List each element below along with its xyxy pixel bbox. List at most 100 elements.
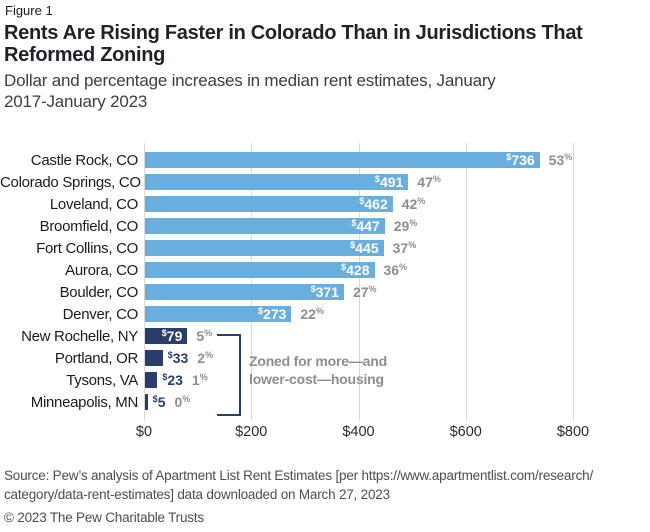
bar-area: $428 36% bbox=[145, 259, 407, 281]
dollar-value-label: $736 bbox=[506, 152, 535, 168]
category-label: Portland, OR bbox=[54, 349, 138, 367]
percent-value-label: 36% bbox=[383, 262, 408, 278]
percent-value-label: 0% bbox=[174, 394, 191, 410]
x-axis-tick-label: $600 bbox=[449, 424, 482, 440]
category-label: Loveland, CO bbox=[49, 195, 138, 213]
category-label: Denver, CO bbox=[62, 305, 139, 323]
gridline bbox=[144, 143, 145, 421]
chart-title-line1: Rents Are Rising Faster in Colorado Than… bbox=[4, 22, 583, 44]
bar-area: $33 2% bbox=[145, 347, 213, 369]
dollar-value-label: $5 bbox=[152, 394, 166, 410]
category-label: New Rochelle, NY bbox=[21, 327, 138, 345]
plot-gridlines bbox=[0, 143, 650, 421]
source-note: Source: Pew’s analysis of Apartment List… bbox=[4, 466, 644, 504]
chart-row: Tysons, VA $23 1% bbox=[0, 369, 650, 391]
bar-area: $447 29% bbox=[145, 215, 417, 237]
chart-row: Castle Rock, CO $736 53% bbox=[0, 149, 650, 171]
bar: $79 bbox=[145, 328, 188, 344]
chart-title: Rents Are Rising Faster in Colorado Than… bbox=[4, 22, 624, 66]
bar-area: $273 22% bbox=[145, 303, 324, 325]
percent-value-label: 29% bbox=[393, 218, 418, 234]
gridline bbox=[251, 143, 253, 421]
chart-row: Colorado Springs, CO $491 47% bbox=[0, 171, 650, 193]
bar: $491 bbox=[145, 174, 409, 190]
copyright-note: © 2023 The Pew Charitable Trusts bbox=[4, 510, 204, 525]
x-axis-tick-label: $0 bbox=[135, 424, 153, 440]
category-label: Broomfield, CO bbox=[39, 217, 139, 235]
chart-row: Broomfield, CO $447 29% bbox=[0, 215, 650, 237]
zoning-annotation: Zoned for more—and lower-cost—housing bbox=[249, 353, 387, 388]
bar-area: $79 5% bbox=[145, 325, 212, 347]
bar: $447 bbox=[145, 218, 385, 234]
percent-value-label: 37% bbox=[392, 240, 417, 256]
percent-value-label: 1% bbox=[191, 372, 208, 388]
category-label: Aurora, CO bbox=[65, 261, 138, 279]
bar-area: $445 37% bbox=[145, 237, 416, 259]
dollar-value-label: $447 bbox=[351, 218, 380, 234]
category-label: Minneapolis, MN bbox=[30, 393, 139, 411]
x-axis-tick-label: $400 bbox=[342, 424, 375, 440]
percent-value-label: 53% bbox=[548, 152, 573, 168]
bar-rows: Castle Rock, CO $736 53% Colorado Springs, … bbox=[0, 149, 650, 413]
dollar-value-label: $33 bbox=[167, 350, 189, 366]
chart-row: Loveland, CO $462 42% bbox=[0, 193, 650, 215]
percent-value-label: 47% bbox=[417, 174, 441, 190]
gridline bbox=[358, 143, 360, 421]
dollar-value-label: $491 bbox=[374, 174, 404, 190]
figure-label: Figure 1 bbox=[5, 3, 53, 18]
bar bbox=[145, 372, 158, 388]
percent-value-label: 5% bbox=[196, 328, 213, 344]
bar-area: $5 0% bbox=[145, 391, 190, 413]
chart-row: Denver, CO $273 22% bbox=[0, 303, 650, 325]
dollar-value-label: $371 bbox=[310, 284, 339, 300]
percent-value-label: 2% bbox=[197, 350, 214, 366]
percent-value-label: 22% bbox=[300, 306, 324, 322]
bar bbox=[145, 394, 148, 410]
source-note-line1: Source: Pew’s analysis of Apartment List… bbox=[4, 468, 594, 483]
bar-area: $491 47% bbox=[145, 171, 441, 193]
category-label: Castle Rock, CO bbox=[30, 151, 139, 169]
percent-value-label: 27% bbox=[352, 284, 377, 300]
percent-value-label: 42% bbox=[401, 196, 426, 212]
chart-subtitle: Dollar and percentage increases in media… bbox=[4, 70, 604, 112]
bar: $428 bbox=[145, 262, 375, 278]
bar: $273 bbox=[145, 306, 292, 322]
dollar-value-label: $445 bbox=[350, 240, 379, 256]
zoning-annotation-line2: lower-cost—housing bbox=[249, 370, 384, 387]
zoning-annotation-line1: Zoned for more—and bbox=[249, 353, 387, 369]
chart-subtitle-line1: Dollar and percentage increases in media… bbox=[4, 71, 496, 90]
gridline bbox=[573, 143, 574, 421]
x-axis-tick-label: $800 bbox=[556, 424, 590, 440]
bar-area: $736 53% bbox=[145, 149, 572, 171]
dollar-value-label: $428 bbox=[341, 262, 370, 278]
x-axis: $0 $200 $400 $600 $800 bbox=[0, 424, 650, 442]
zoning-bracket bbox=[217, 334, 241, 416]
chart-row: Boulder, CO $371 27% bbox=[0, 281, 650, 303]
chart-row: Portland, OR $33 2% bbox=[0, 347, 650, 369]
dollar-value-label: $23 bbox=[162, 372, 183, 388]
bar-area: $371 27% bbox=[145, 281, 377, 303]
bar: $445 bbox=[145, 240, 384, 256]
bar-area: $23 1% bbox=[145, 369, 208, 391]
chart-row: Minneapolis, MN $5 0% bbox=[0, 391, 650, 413]
category-label: Tysons, VA bbox=[66, 371, 138, 389]
chart-row: Aurora, CO $428 36% bbox=[0, 259, 650, 281]
category-label: Colorado Springs, CO bbox=[0, 173, 141, 191]
dollar-value-label: $79 bbox=[161, 328, 183, 344]
category-label: Fort Collins, CO bbox=[36, 239, 138, 257]
bar: $736 bbox=[145, 152, 540, 168]
bar: $371 bbox=[145, 284, 344, 300]
bar: $462 bbox=[145, 196, 393, 212]
bar-area: $462 42% bbox=[145, 193, 425, 215]
chart-title-line2: Reformed Zoning bbox=[4, 44, 166, 66]
chart-row: Fort Collins, CO $445 37% bbox=[0, 237, 650, 259]
chart-subtitle-line2: 2017-January 2023 bbox=[4, 92, 148, 111]
x-axis-tick-label: $200 bbox=[235, 424, 268, 440]
chart-row: New Rochelle, NY $79 5% bbox=[0, 325, 650, 347]
gridline bbox=[465, 143, 467, 421]
category-label: Boulder, CO bbox=[59, 283, 139, 301]
bar bbox=[145, 350, 163, 366]
source-note-line2: category/data-rent-estimates] data downl… bbox=[4, 487, 390, 502]
dollar-value-label: $273 bbox=[258, 306, 287, 322]
